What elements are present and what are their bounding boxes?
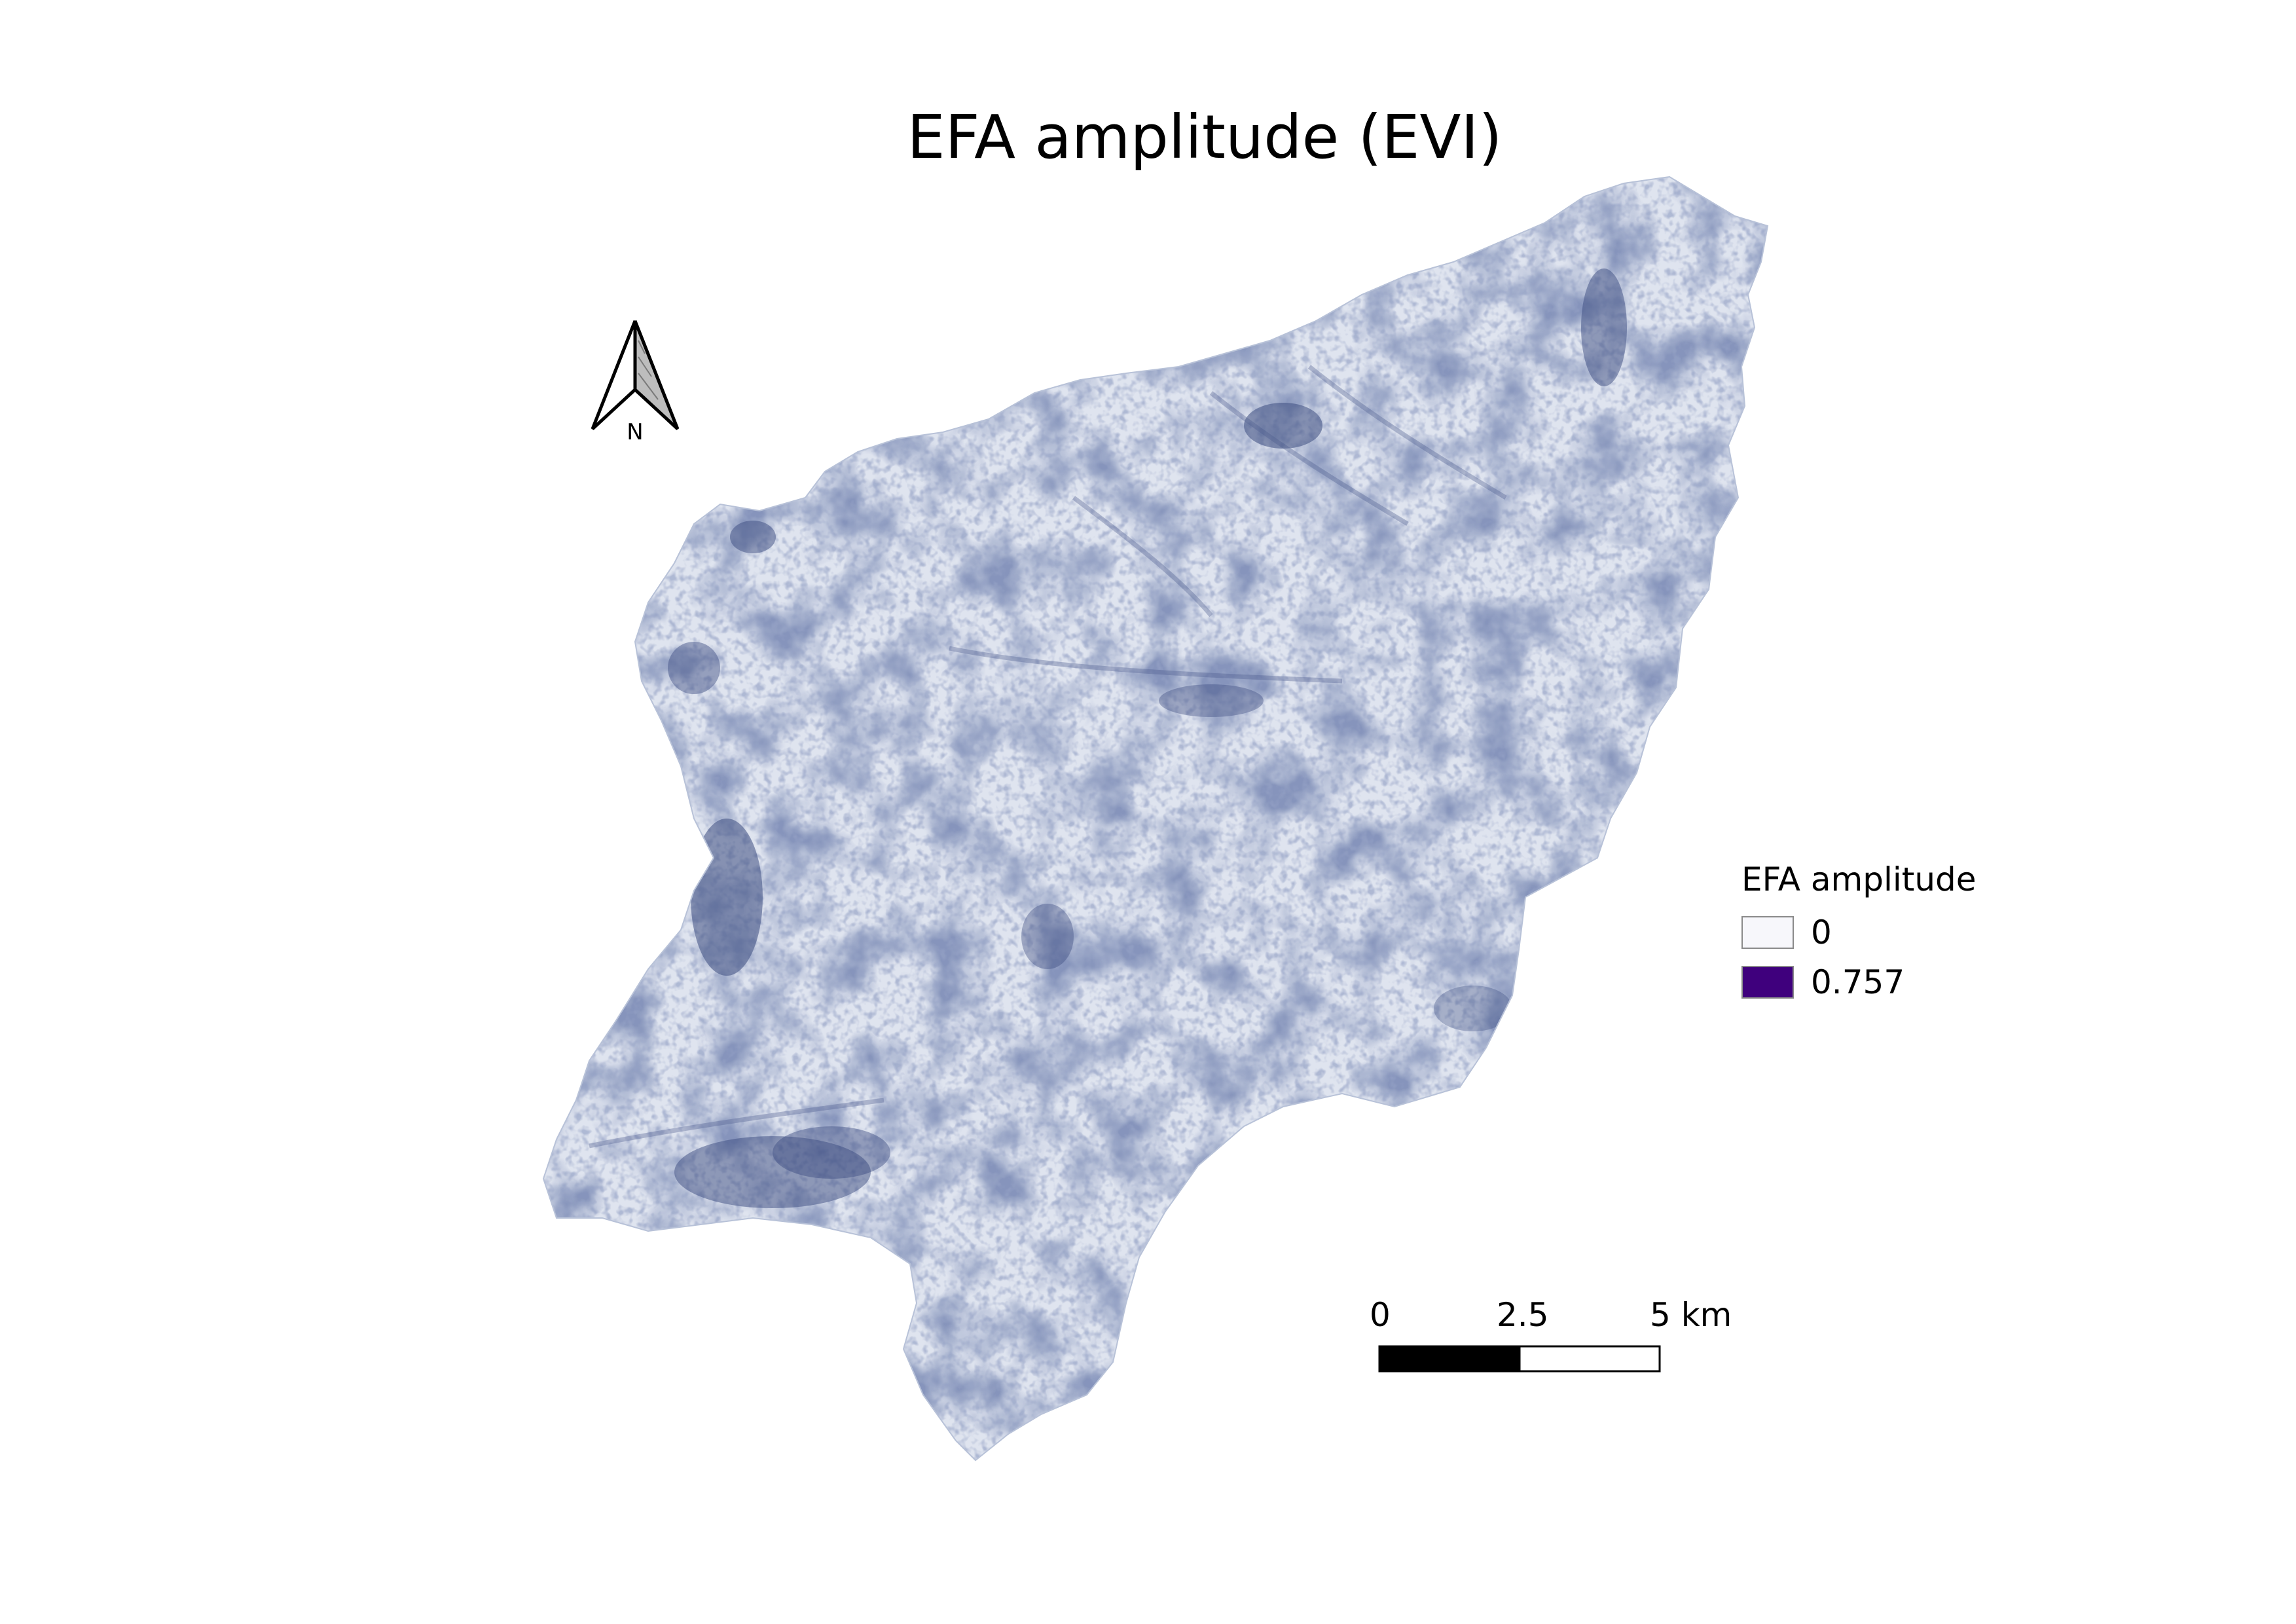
- legend-label-low: 0: [1811, 913, 1832, 951]
- legend: EFA amplitude 0 0.757: [1741, 858, 1977, 1014]
- high-amplitude-patches: [668, 268, 1627, 1208]
- legend-swatch-high: [1741, 966, 1794, 999]
- ridge-streaks: [589, 365, 1507, 1149]
- scale-bar: [1378, 1345, 1661, 1373]
- scale-bar-segment-2: [1518, 1345, 1661, 1373]
- legend-title: EFA amplitude: [1741, 860, 1977, 898]
- scale-label-5km: 5 km: [1650, 1296, 1732, 1334]
- legend-swatch-low: [1741, 916, 1794, 949]
- legend-item-low: 0: [1741, 914, 1977, 951]
- scale-label-0: 0: [1370, 1296, 1391, 1334]
- north-arrow-icon: [591, 320, 680, 430]
- legend-item-high: 0.757: [1741, 964, 1977, 1001]
- scale-label-2-5: 2.5: [1497, 1296, 1549, 1334]
- legend-label-high: 0.757: [1811, 963, 1905, 1001]
- north-label: N: [627, 419, 644, 445]
- scale-bar-segment-1: [1378, 1345, 1521, 1373]
- map-title: EFA amplitude (EVI): [907, 102, 1503, 172]
- raster-region: [543, 176, 1768, 1461]
